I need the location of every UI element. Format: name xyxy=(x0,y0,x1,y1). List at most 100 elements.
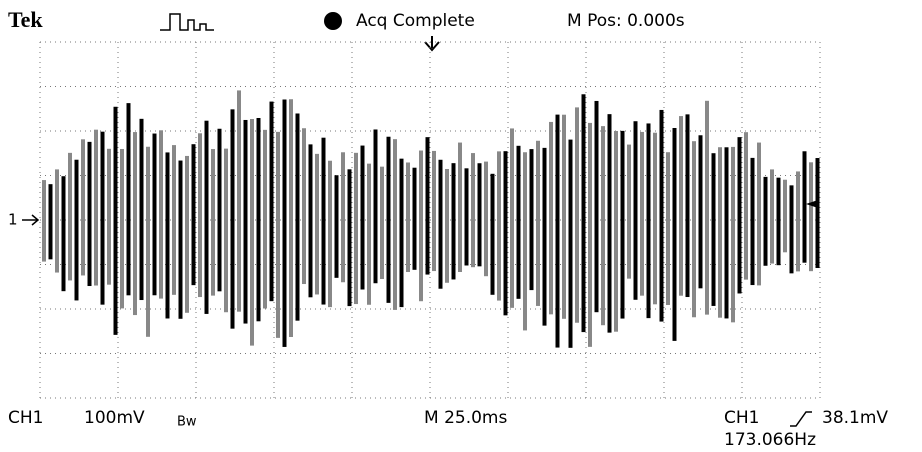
volts-per-div: 100mV xyxy=(84,408,145,428)
waveform-stroke xyxy=(140,119,144,300)
waveform-stroke xyxy=(543,148,547,326)
waveform-stroke xyxy=(556,115,560,348)
waveform-stroke xyxy=(653,133,657,305)
waveform-stroke xyxy=(302,128,306,284)
waveform-stroke xyxy=(205,121,209,314)
waveform-stroke xyxy=(458,143,462,272)
waveform-stroke xyxy=(244,120,248,324)
waveform-stroke xyxy=(718,147,722,317)
waveform-stroke xyxy=(595,101,599,312)
waveform-stroke xyxy=(757,143,761,286)
waveform-stroke xyxy=(146,147,150,337)
scope-screen: Tek Acq Complete M Pos: 0.000s 1 CH1 100… xyxy=(0,0,922,452)
waveform-stroke xyxy=(465,168,469,265)
waveform-stroke xyxy=(640,132,644,296)
waveform-stroke xyxy=(133,132,137,315)
waveform-stroke xyxy=(328,161,332,307)
waveform-stroke xyxy=(153,134,157,296)
waveform-stroke xyxy=(231,109,235,328)
waveform-stroke xyxy=(705,101,709,315)
waveform-stroke xyxy=(322,138,326,305)
waveform-stroke xyxy=(478,163,482,266)
waveform-stroke xyxy=(81,139,85,275)
trigger-level: 38.1mV xyxy=(822,408,888,428)
waveform-stroke xyxy=(224,149,228,313)
waveform-stroke xyxy=(159,130,163,298)
waveform-stroke xyxy=(172,145,176,295)
waveform-stroke xyxy=(536,141,540,306)
graticule xyxy=(40,42,820,398)
waveform-stroke xyxy=(367,164,371,305)
waveform-stroke xyxy=(510,128,514,307)
waveform-stroke xyxy=(426,137,430,274)
waveform-stroke xyxy=(211,149,215,296)
waveform-stroke xyxy=(744,132,748,279)
waveform-stroke xyxy=(660,110,664,322)
waveform-stroke xyxy=(608,114,612,332)
horizontal-position: M Pos: 0.000s xyxy=(567,11,685,31)
waveform-stroke xyxy=(400,159,404,307)
waveform-stroke xyxy=(491,174,495,295)
waveform-stroke xyxy=(296,113,300,320)
waveform-stroke xyxy=(374,129,378,283)
waveform-stroke xyxy=(588,123,592,347)
waveform-stroke xyxy=(777,178,781,266)
waveform-stroke xyxy=(270,102,274,302)
waveform-stroke xyxy=(712,153,716,306)
trigger-slope-icon xyxy=(790,412,812,426)
waveform-stroke xyxy=(530,149,534,290)
waveform-stroke xyxy=(803,151,807,262)
waveform-stroke xyxy=(439,160,443,289)
trigger-channel: CH1 xyxy=(724,408,759,428)
frequency: 173.066Hz xyxy=(724,430,816,450)
waveform-stroke xyxy=(562,115,566,319)
waveform-stroke xyxy=(419,151,423,302)
waveform-stroke xyxy=(790,185,794,273)
waveform-stroke xyxy=(497,151,501,300)
waveform-stroke xyxy=(523,152,527,330)
waveform-stroke xyxy=(816,158,820,268)
waveform-stroke xyxy=(725,147,729,318)
waveform-stroke xyxy=(569,140,573,348)
channel: CH1 xyxy=(8,408,43,428)
waveform-stroke xyxy=(621,131,625,319)
waveform-stroke xyxy=(380,167,384,279)
waveform-stroke xyxy=(62,176,66,291)
waveform-stroke xyxy=(549,122,553,314)
run-indicator xyxy=(324,12,342,30)
waveform-stroke xyxy=(627,145,631,279)
waveform-stroke xyxy=(406,162,410,272)
waveform-stroke xyxy=(517,146,521,299)
waveform-stroke xyxy=(471,153,475,267)
waveform-stroke xyxy=(673,128,677,341)
waveform-stroke xyxy=(770,169,774,263)
waveform-stroke xyxy=(692,141,696,317)
waveform-stroke xyxy=(699,135,703,288)
waveform-stroke xyxy=(679,116,683,296)
waveform-stroke xyxy=(250,119,254,346)
waveform-stroke xyxy=(218,129,222,292)
timebase: M 25.0ms xyxy=(424,408,507,428)
waveform-stroke xyxy=(341,152,345,282)
waveform-stroke xyxy=(198,133,202,297)
waveform-stroke xyxy=(276,132,280,338)
waveform-stroke xyxy=(185,156,189,313)
waveform-stroke xyxy=(361,146,365,290)
channel-marker: 1 xyxy=(8,211,18,229)
waveform-stroke xyxy=(120,149,124,308)
waveform-stroke xyxy=(731,147,735,322)
waveform-stroke xyxy=(315,154,319,295)
ground-marker-arrow xyxy=(22,215,38,225)
waveform-stroke xyxy=(601,126,605,325)
waveform-stroke xyxy=(94,130,98,286)
waveform-stroke xyxy=(738,137,742,293)
waveform-stroke xyxy=(257,118,261,321)
waveform-stroke xyxy=(107,149,111,285)
waveform-stroke xyxy=(309,144,313,297)
waveform-stroke xyxy=(166,152,170,318)
brand: Tek xyxy=(8,7,43,32)
waveform-stroke xyxy=(49,184,53,259)
page: Tek Acq Complete M Pos: 0.000s 1 CH1 100… xyxy=(0,0,922,452)
acquisition-icon xyxy=(160,14,214,30)
waveform-stroke xyxy=(387,137,391,303)
